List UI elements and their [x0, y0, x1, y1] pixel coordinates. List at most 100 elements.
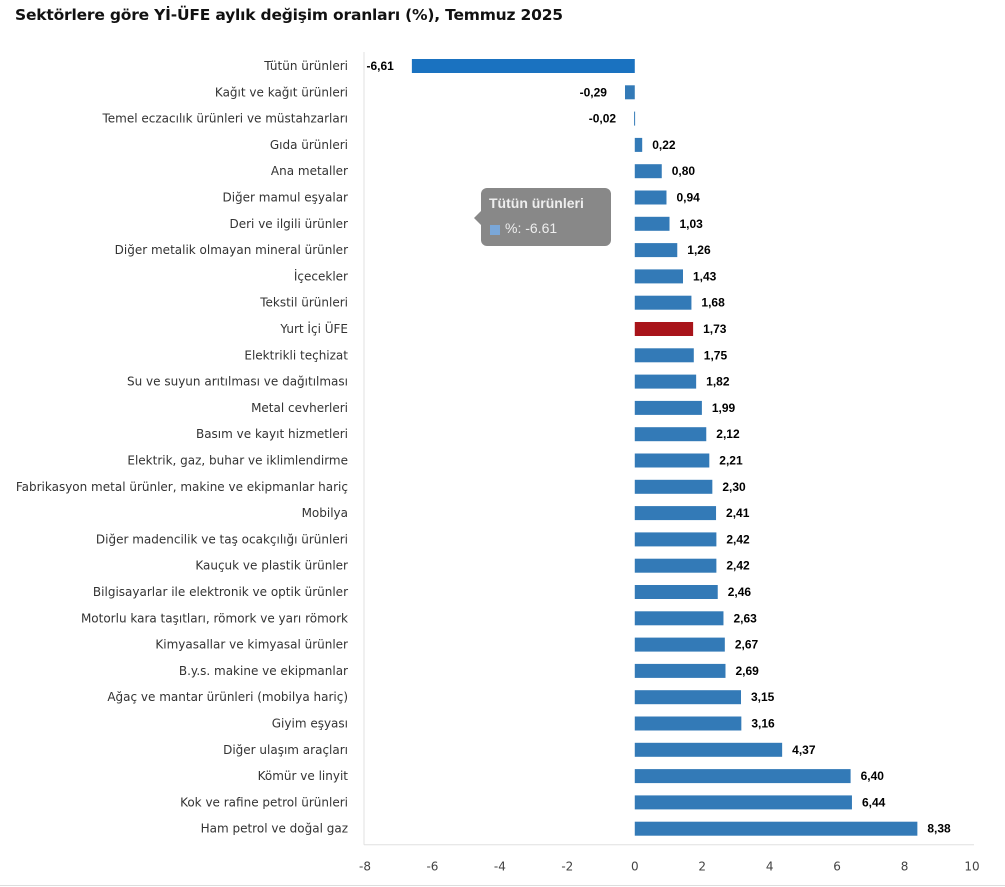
category-label: Giyim eşyası — [272, 717, 348, 731]
x-tick-label: 4 — [766, 860, 774, 874]
bar[interactable] — [634, 216, 670, 231]
bar[interactable] — [634, 821, 918, 836]
x-tick-label: -8 — [359, 860, 371, 874]
category-label: Kömür ve linyit — [258, 769, 349, 783]
value-label: -0,02 — [589, 112, 617, 126]
bar[interactable] — [634, 742, 783, 757]
bar[interactable] — [624, 85, 635, 100]
category-label: Kok ve rafine petrol ürünleri — [180, 795, 348, 809]
category-label: Deri ve ilgili ürünler — [229, 217, 348, 231]
bar[interactable] — [634, 137, 643, 152]
bar[interactable] — [634, 637, 725, 652]
category-label: Ana metaller — [271, 164, 348, 178]
tooltip-title: Tütün ürünleri — [489, 195, 584, 211]
category-label: Ağaç ve mantar ürünleri (mobilya hariç) — [107, 690, 348, 704]
category-label: Basım ve kayıt hizmetleri — [196, 427, 348, 441]
category-label: Ham petrol ve doğal gaz — [201, 822, 348, 836]
category-label: Metal cevherleri — [251, 401, 348, 415]
x-tick-label: 2 — [698, 860, 706, 874]
x-tick-label: -2 — [561, 860, 573, 874]
value-label: 1,75 — [704, 348, 728, 362]
category-label: Kimyasallar ve kimyasal ürünler — [155, 638, 348, 652]
bar[interactable] — [634, 400, 702, 415]
category-label: Su ve suyun arıtılması ve dağıtılması — [127, 375, 348, 389]
category-label: Bilgisayarlar ile elektronik ve optik ür… — [93, 585, 348, 599]
category-label: B.y.s. makine ve ekipmanlar — [179, 664, 348, 678]
value-label: 2,42 — [726, 532, 750, 546]
category-label: Tekstil ürünleri — [259, 296, 348, 310]
value-label: 1,99 — [712, 401, 736, 415]
value-label: 0,94 — [676, 191, 700, 205]
value-label: 2,46 — [728, 585, 752, 599]
bar[interactable] — [634, 663, 726, 678]
value-label: 0,22 — [652, 138, 676, 152]
bar[interactable] — [634, 374, 697, 389]
bar[interactable] — [634, 322, 694, 336]
category-label: Elektrik, gaz, buhar ve iklimlendirme — [127, 454, 348, 468]
value-label: 2,41 — [726, 506, 750, 520]
value-label: 2,67 — [735, 638, 759, 652]
bar[interactable] — [634, 716, 742, 731]
value-label: 4,37 — [792, 743, 816, 757]
bar[interactable] — [634, 532, 717, 547]
value-label: 6,44 — [862, 795, 886, 809]
bottom-divider — [0, 885, 1005, 886]
value-label: 1,03 — [680, 217, 704, 231]
value-label: 2,69 — [735, 664, 759, 678]
value-labels: -6,61 -0,29 -0,02 0,22 0,80 0,94 1,03 1,26 1,43 1… — [367, 59, 952, 836]
value-label: 1,26 — [687, 243, 711, 257]
x-tick-label: -4 — [494, 860, 506, 874]
value-label: 8,38 — [927, 822, 951, 836]
value-label: -0,29 — [580, 85, 608, 99]
value-label: 2,21 — [719, 454, 743, 468]
bar[interactable] — [634, 506, 717, 521]
x-tick-label: 6 — [833, 860, 841, 874]
bar[interactable] — [634, 269, 684, 284]
bar[interactable] — [634, 585, 718, 599]
value-label: 0,80 — [672, 164, 696, 178]
value-label: 1,68 — [701, 296, 725, 310]
category-label: Motorlu kara taşıtları, römork ve yarı r… — [81, 611, 348, 625]
category-label: Temel eczacılık ürünleri ve müstahzarlar… — [102, 112, 349, 126]
x-tick-label: 10 — [964, 860, 979, 874]
bar[interactable] — [634, 690, 742, 705]
category-labels: Tütün ürünleri Kağıt ve kağıt ürünleri Tem… — [16, 59, 348, 836]
value-label: 1,82 — [706, 375, 730, 389]
bars — [411, 59, 918, 836]
category-label: Kauçuk ve plastik ürünler — [195, 559, 348, 573]
value-label: 2,63 — [733, 611, 757, 625]
category-label: Diğer metalik olmayan mineral ürünler — [115, 243, 348, 257]
bar[interactable] — [634, 611, 724, 626]
value-label: 2,42 — [726, 559, 750, 573]
category-label: Tütün ürünleri — [263, 59, 348, 73]
bar[interactable] — [634, 558, 717, 573]
value-label: 1,73 — [703, 322, 727, 336]
x-tick-label: 8 — [901, 860, 909, 874]
category-label: Diğer madencilik ve taş ocakçılığı ürünl… — [96, 532, 348, 546]
bar[interactable] — [634, 348, 694, 363]
bar[interactable] — [634, 427, 707, 442]
category-label: Fabrikasyon metal ürünler, makine ve eki… — [16, 480, 348, 494]
category-label: Yurt İçi ÜFE — [279, 320, 348, 336]
bar[interactable] — [634, 295, 692, 310]
bar[interactable] — [634, 453, 710, 468]
bar[interactable] — [634, 795, 852, 810]
category-label: Diğer ulaşım araçları — [223, 743, 348, 757]
tooltip-value: %: -6.61 — [505, 220, 558, 236]
bar[interactable] — [634, 769, 851, 784]
x-axis-ticks: -8 -6 -4 -2 0 2 4 6 8 10 — [359, 860, 980, 874]
bar[interactable] — [634, 190, 667, 205]
bar[interactable] — [411, 59, 635, 73]
bar[interactable] — [634, 164, 662, 179]
bar[interactable] — [634, 479, 713, 494]
bar[interactable] — [634, 243, 678, 258]
category-label: Mobilya — [302, 506, 348, 520]
category-label: Elektrikli teçhizat — [244, 348, 348, 362]
category-label: Diğer mamul eşyalar — [222, 191, 348, 205]
value-label: 6,40 — [861, 769, 885, 783]
value-label: 3,16 — [751, 717, 775, 731]
axis-lines — [363, 52, 974, 846]
value-label: 2,12 — [716, 427, 740, 441]
bar[interactable] — [634, 111, 636, 126]
